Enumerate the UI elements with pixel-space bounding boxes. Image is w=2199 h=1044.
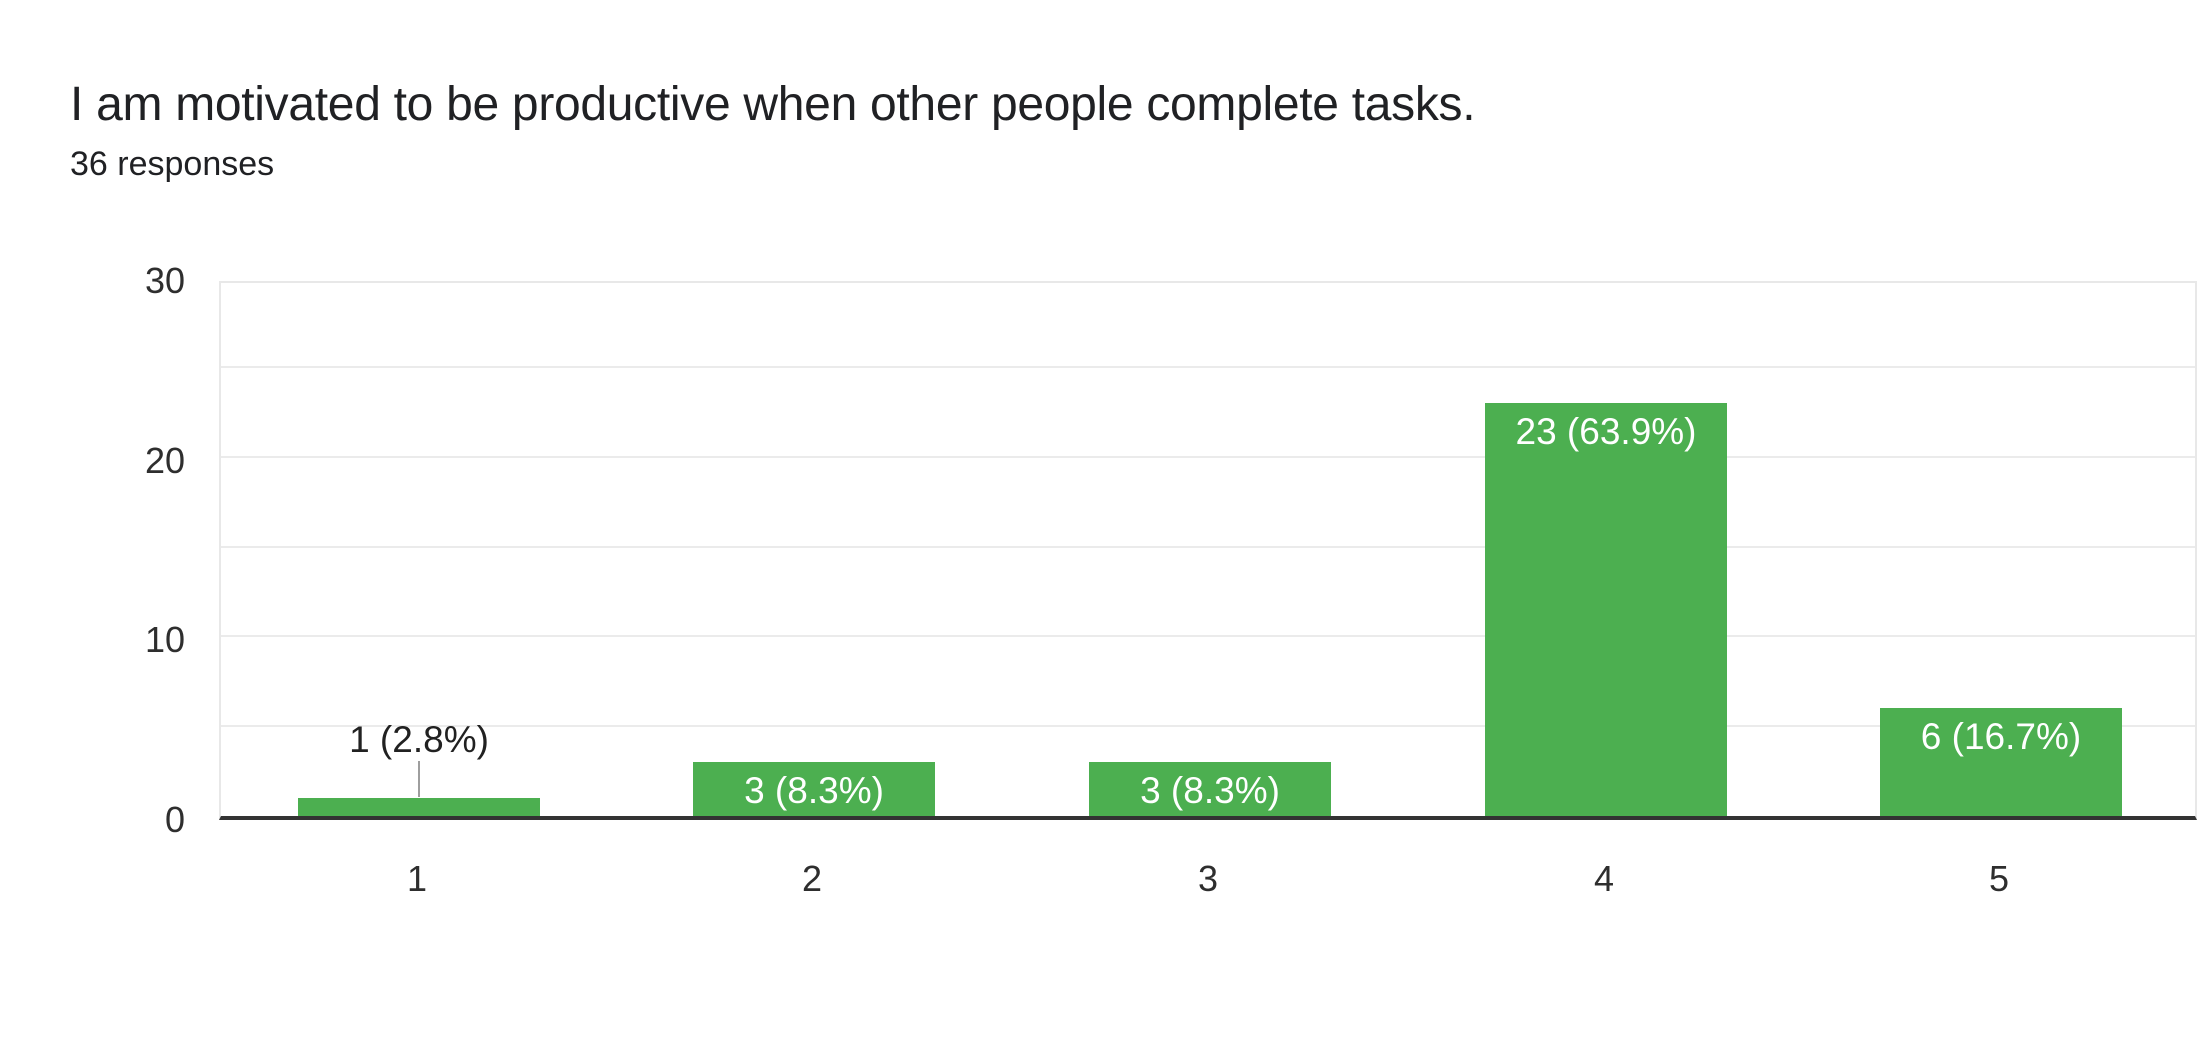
bar-value-label: 6 (16.7%)	[1920, 716, 2082, 757]
bar-value-label: 23 (63.9%)	[1515, 411, 1697, 452]
gridline-15	[221, 545, 2195, 548]
y-tick-label-20: 20	[144, 440, 185, 481]
question-title: I am motivated to be productive when oth…	[70, 78, 1476, 131]
bar-1[interactable]	[298, 798, 540, 816]
gridline-25	[221, 365, 2195, 368]
y-tick-label-30: 30	[144, 260, 185, 301]
x-tick-label-1: 1	[406, 858, 428, 899]
gridline-5	[221, 725, 2195, 728]
bar-5[interactable]: 6 (16.7%)	[1880, 708, 2122, 816]
x-tick-label-4: 4	[1593, 858, 1615, 899]
y-tick-label-0: 0	[164, 799, 185, 840]
x-tick-label-3: 3	[1197, 858, 1219, 899]
response-count: 36 responses	[70, 145, 275, 183]
bar-2[interactable]: 3 (8.3%)	[693, 762, 935, 816]
bar-4[interactable]: 23 (63.9%)	[1485, 403, 1727, 816]
y-tick-label-10: 10	[144, 619, 185, 660]
bar-value-label: 3 (8.3%)	[744, 770, 884, 811]
x-tick-label-2: 2	[801, 858, 823, 899]
bar-chart-plot-area: 1 (2.8%) 3 (8.3%) 3 (8.3%) 23 (63.9%) 6 (16.…	[219, 281, 2197, 820]
gridline-20	[221, 455, 2195, 458]
callout-line	[418, 761, 420, 797]
bar-3[interactable]: 3 (8.3%)	[1089, 762, 1331, 816]
bar-value-label: 1 (2.8%)	[349, 719, 489, 760]
gridline-10	[221, 635, 2195, 638]
bar-value-label: 3 (8.3%)	[1140, 770, 1280, 811]
x-tick-label-5: 5	[1988, 858, 2010, 899]
